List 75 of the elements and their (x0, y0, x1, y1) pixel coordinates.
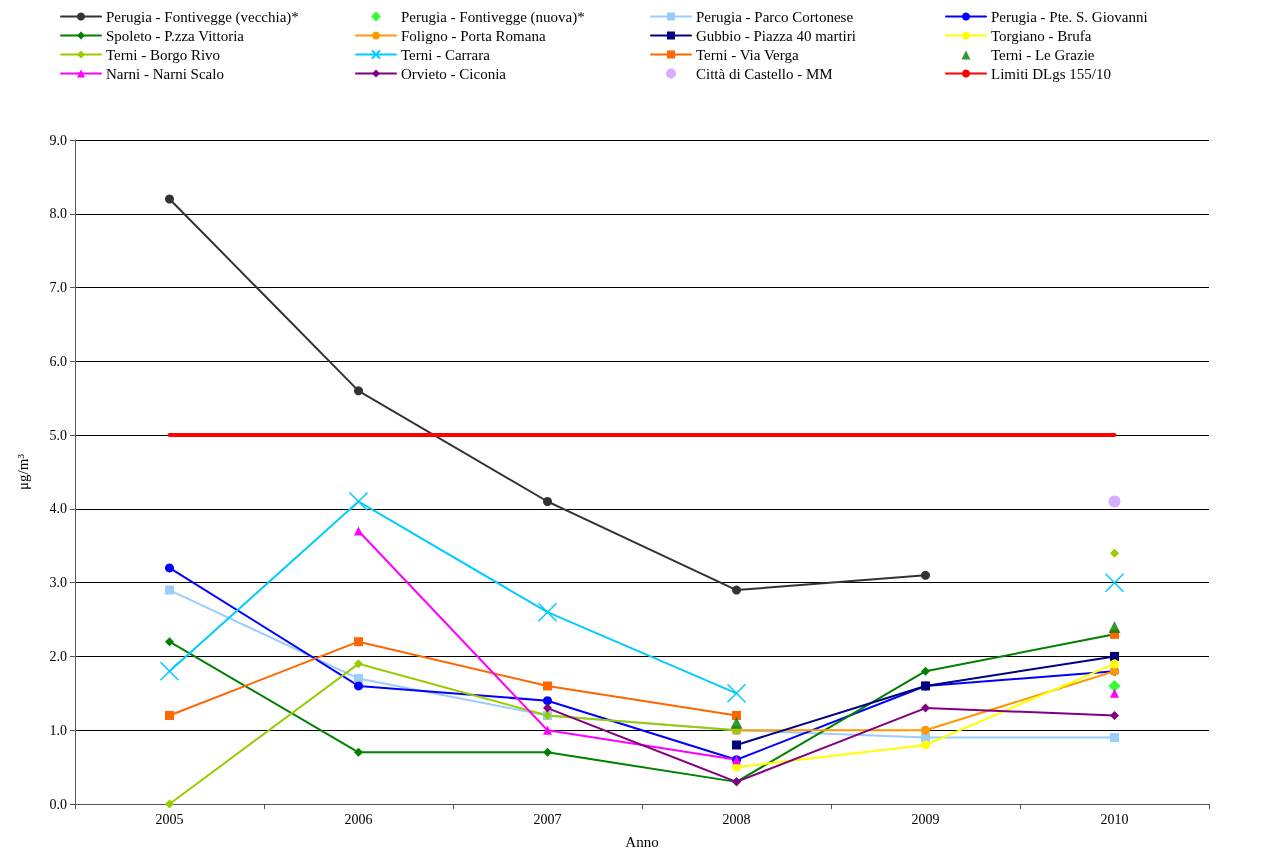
point (354, 386, 363, 396)
point (921, 666, 930, 676)
point (921, 740, 930, 750)
x-tick-label: 2007 (533, 811, 562, 827)
legend-label: Narni - Narni Scalo (106, 65, 224, 82)
y-tick-label: 9.0 (49, 132, 67, 148)
y-tick-label: 2.0 (49, 648, 67, 664)
point (537, 602, 558, 622)
legend-label: Torgiano - Brufa (991, 27, 1092, 44)
point (543, 681, 552, 691)
point (543, 747, 552, 757)
legend-label: Terni - Carrara (401, 46, 491, 63)
legend-label: Perugia - Fontivegge (vecchia)* (106, 8, 299, 26)
y-axis-title: μg/m³ (14, 453, 31, 490)
point (165, 194, 174, 204)
point (165, 585, 174, 595)
point (165, 637, 174, 647)
point (730, 716, 743, 729)
legend-label: Perugia - Parco Cortonese (696, 8, 854, 25)
x-tick-label: 2009 (911, 811, 940, 827)
point (1110, 688, 1119, 698)
point (1110, 659, 1119, 669)
point (354, 659, 363, 669)
y-tick-label: 7.0 (49, 280, 67, 296)
point (732, 740, 741, 750)
point (1108, 679, 1121, 692)
y-tick-label: 0.0 (49, 796, 67, 812)
point (732, 710, 741, 720)
point (354, 681, 363, 691)
legend-label: Limiti DLgs 155/10 (991, 65, 1111, 82)
point (1108, 495, 1121, 508)
point (1108, 620, 1121, 633)
point (921, 703, 930, 713)
point (726, 683, 747, 704)
y-tick-label: 6.0 (49, 353, 67, 369)
y-tick-label: 3.0 (49, 575, 67, 591)
point (1110, 710, 1119, 720)
point (543, 696, 552, 706)
legend-label: Gubbio - Piazza 40 martiri (696, 27, 856, 44)
point (543, 497, 552, 507)
legend-label: Perugia - Fontivegge (nuova)* (401, 8, 585, 26)
point (1110, 548, 1119, 558)
point (165, 563, 174, 573)
x-tick-label: 2005 (155, 811, 184, 827)
x-tick-label: 2010 (1100, 811, 1129, 827)
y-tick-label: 1.0 (49, 722, 67, 738)
legend-label: Orvieto - Ciconia (401, 65, 507, 82)
legend-label: Città di Castello - MM (696, 65, 833, 82)
legend-label: Terni - Le Grazie (991, 46, 1095, 63)
point (543, 703, 552, 713)
x-tick-label: 2008 (722, 811, 751, 827)
legend-label: Foligno - Porta Romana (401, 27, 546, 44)
point (732, 585, 741, 595)
point (165, 799, 174, 809)
point (921, 570, 930, 580)
point (165, 710, 174, 720)
point (1104, 572, 1125, 593)
point (354, 526, 363, 536)
point (354, 747, 363, 757)
x-tick-label: 2006 (344, 811, 373, 827)
legend-label: Spoleto - P.zza Vittoria (106, 27, 245, 44)
legend-label: Terni - Via Verga (696, 46, 799, 63)
x-axis-title: Anno (625, 833, 659, 850)
point (354, 674, 363, 684)
point (921, 725, 930, 735)
point (543, 725, 552, 735)
point (348, 491, 369, 512)
point (159, 661, 180, 681)
y-tick-label: 5.0 (49, 427, 67, 443)
legend-label: Terni - Borgo Rivo (106, 46, 221, 63)
legend-label: Perugia - Pte. S. Giovanni (991, 8, 1148, 25)
point (1110, 733, 1119, 743)
y-tick-label: 4.0 (49, 501, 67, 517)
y-tick-label: 8.0 (49, 206, 67, 222)
point (354, 637, 363, 647)
